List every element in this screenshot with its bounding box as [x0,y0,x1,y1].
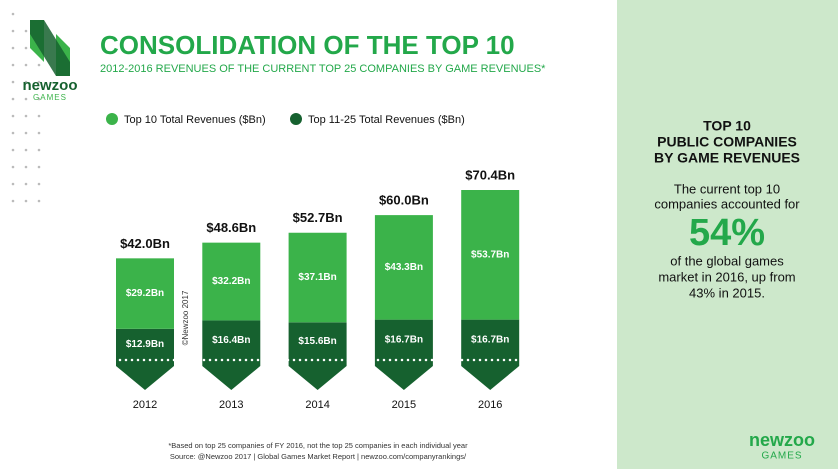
dot [24,29,28,33]
chart: Top 10 Total Revenues ($Bn) Top 11-25 Tot… [106,113,522,411]
dot [11,63,15,67]
logo-sub: GAMES [33,93,67,102]
total-label: $48.6Bn [206,220,256,235]
dot [24,97,28,101]
dot [37,80,41,84]
x-tick-label: 2016 [478,399,502,411]
bar-segment [202,242,261,321]
dot [24,165,28,169]
footnote: Source: @Newzoo 2017 | Global Games Mark… [170,452,467,461]
x-tick-label: 2012 [133,399,157,411]
logo-mark [30,20,70,76]
total-label: $52.7Bn [293,210,343,225]
value-label: $37.1Bn [298,272,336,283]
total-label: $42.0Bn [120,236,170,251]
value-label: $16.7Bn [385,334,423,345]
dot [37,165,41,169]
panel-text: companies accounted for [654,196,800,211]
bar-segment [288,232,347,323]
dot [11,182,15,186]
dot [24,131,28,135]
x-tick-label: 2015 [392,399,416,411]
total-label: $60.0Bn [379,193,429,208]
logo-sub: GAMES [761,451,802,462]
bar-segment [461,319,520,390]
value-label: $43.3Bn [385,262,423,273]
bar-segment [288,322,347,390]
dot [37,114,41,118]
panel-text: of the global games [670,253,784,268]
panel-heading: PUBLIC COMPANIES [657,134,797,150]
legend-swatch [106,113,118,125]
dot [24,148,28,152]
panel-heading: TOP 10 [703,118,751,134]
x-tick-label: 2013 [219,399,243,411]
footnote: *Based on top 25 companies of FY 2016, n… [168,441,468,450]
dot [37,131,41,135]
x-tick-label: 2014 [305,399,329,411]
panel-heading: BY GAME REVENUES [654,150,800,166]
dot [11,97,15,101]
dot [11,165,15,169]
dot [11,131,15,135]
logo-name: newzoo [23,77,78,94]
dot [11,114,15,118]
dot [24,80,28,84]
value-label: $15.6Bn [298,336,336,347]
bar-segment [374,319,433,390]
dot [11,80,15,84]
total-label: $70.4Bn [465,167,515,182]
side-panel [617,0,838,469]
dot [24,182,28,186]
dot [11,29,15,33]
dot [24,63,28,67]
value-label: $29.2Bn [126,288,164,299]
bar-segment [374,215,433,320]
dot [11,148,15,152]
dot [11,46,15,50]
legend-label: Top 10 Total Revenues ($Bn) [124,114,266,126]
panel-text: The current top 10 [674,181,780,196]
panel-highlight: 54% [689,212,765,254]
dot [24,114,28,118]
dot [37,63,41,67]
dot [11,12,15,16]
chart-title: CONSOLIDATION OF THE TOP 10 [100,30,515,60]
dot [37,148,41,152]
dot [37,199,41,203]
value-label: $53.7Bn [471,249,509,260]
watermark: ©Newzoo 2017 [181,290,190,345]
bar-segment [461,190,520,320]
dot [24,46,28,50]
dot [37,97,41,101]
dot [24,199,28,203]
legend-label: Top 11-25 Total Revenues ($Bn) [308,114,465,126]
logo-name: newzoo [749,430,815,450]
legend-swatch [290,113,302,125]
panel-text: market in 2016, up from [658,269,795,284]
panel-text: 43% in 2015. [689,285,765,300]
bar-segment [116,258,174,329]
value-label: $16.7Bn [471,334,509,345]
value-label: $32.2Bn [212,276,250,287]
chart-subtitle: 2012-2016 REVENUES OF THE CURRENT TOP 25… [100,63,546,75]
dot [11,199,15,203]
dot [37,182,41,186]
value-label: $12.9Bn [126,339,164,350]
bar-segment [202,320,261,390]
value-label: $16.4Bn [212,335,250,346]
